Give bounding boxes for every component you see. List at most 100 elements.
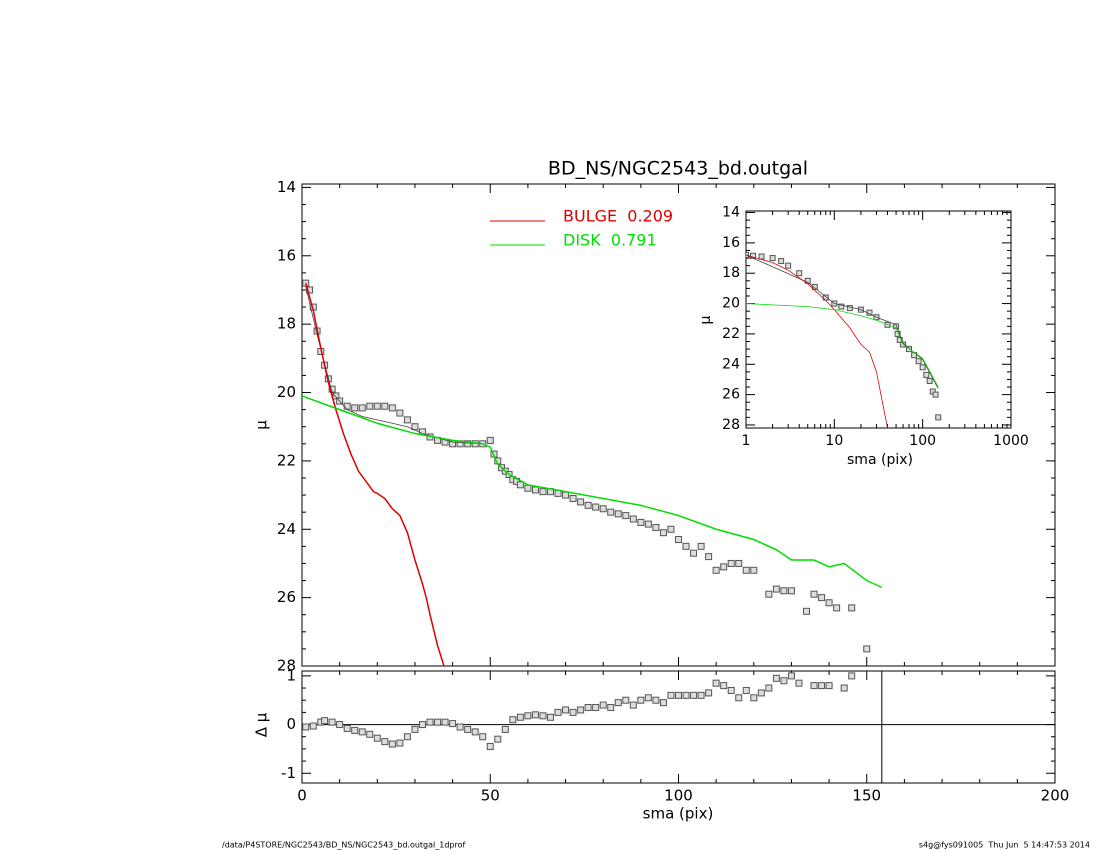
data-point bbox=[652, 524, 660, 532]
data-point bbox=[727, 559, 735, 567]
data-point bbox=[471, 728, 479, 736]
y-tick-label: 22 bbox=[722, 326, 740, 342]
data-point bbox=[426, 718, 434, 726]
data-point bbox=[712, 679, 720, 687]
data-point bbox=[727, 686, 735, 694]
data-point bbox=[562, 491, 570, 499]
data-point bbox=[810, 682, 818, 690]
data-point bbox=[343, 402, 351, 410]
data-point bbox=[629, 701, 637, 709]
data-point bbox=[328, 718, 336, 726]
data-point bbox=[932, 391, 939, 398]
data-point bbox=[607, 704, 615, 712]
data-point bbox=[848, 604, 856, 612]
data-point bbox=[336, 721, 344, 729]
data-point bbox=[524, 484, 532, 492]
data-point bbox=[554, 708, 562, 716]
data-point bbox=[682, 691, 690, 699]
y-tick-label: 20 bbox=[722, 296, 740, 312]
y-axis-label: μ bbox=[698, 315, 714, 324]
data-point bbox=[765, 590, 773, 598]
plot-frame bbox=[745, 210, 1012, 429]
data-point bbox=[366, 730, 374, 738]
footer-left: /data/P4STORE/NGC2543/BD_NS/NGC2543_bd.o… bbox=[222, 841, 466, 850]
data-point bbox=[735, 694, 743, 702]
data-point bbox=[926, 377, 933, 384]
data-point bbox=[690, 549, 698, 557]
data-point bbox=[614, 699, 622, 707]
data-point bbox=[840, 684, 848, 692]
y-tick-label: 24 bbox=[722, 356, 740, 372]
y-tick-label: 0 bbox=[286, 715, 296, 733]
data-point bbox=[637, 696, 645, 704]
data-point bbox=[516, 481, 524, 489]
data-point bbox=[863, 645, 871, 653]
data-point bbox=[479, 733, 487, 741]
plot-area bbox=[302, 279, 883, 666]
profile-line bbox=[746, 254, 939, 389]
data-point bbox=[705, 553, 713, 561]
data-point bbox=[516, 713, 524, 721]
x-axis-label: sma (pix) bbox=[847, 452, 913, 468]
profile-line bbox=[305, 282, 445, 666]
data-point bbox=[358, 404, 366, 412]
data-point bbox=[659, 699, 667, 707]
data-point bbox=[787, 672, 795, 680]
data-point bbox=[494, 735, 502, 743]
profile-line bbox=[746, 254, 888, 428]
data-point bbox=[396, 409, 404, 417]
data-point bbox=[343, 724, 351, 732]
data-point bbox=[705, 689, 713, 697]
data-point bbox=[456, 723, 464, 731]
data-point bbox=[659, 529, 667, 537]
data-point bbox=[381, 402, 389, 410]
data-point bbox=[418, 721, 426, 729]
data-point bbox=[757, 689, 765, 697]
data-point bbox=[675, 691, 682, 699]
y-tick-label: 16 bbox=[722, 235, 740, 251]
y-tick-label: 28 bbox=[722, 417, 740, 433]
data-point bbox=[811, 283, 818, 290]
data-point bbox=[735, 559, 743, 567]
data-point bbox=[810, 590, 818, 598]
y-tick-label: 28 bbox=[277, 657, 296, 675]
plot-area bbox=[302, 672, 856, 750]
data-point bbox=[675, 536, 682, 544]
data-point bbox=[388, 404, 396, 412]
x-tick-label: 0 bbox=[297, 787, 307, 805]
data-point bbox=[592, 704, 600, 712]
plot-area bbox=[746, 252, 942, 428]
data-point bbox=[569, 708, 577, 716]
data-point bbox=[742, 686, 750, 694]
x-tick-label: 200 bbox=[1041, 787, 1070, 805]
data-point bbox=[667, 525, 675, 533]
data-point bbox=[584, 501, 592, 509]
data-point bbox=[501, 725, 509, 733]
data-point bbox=[833, 604, 841, 612]
data-point bbox=[592, 503, 600, 511]
data-point bbox=[309, 722, 317, 730]
data-point bbox=[787, 587, 795, 595]
data-point bbox=[712, 566, 720, 574]
profile-line bbox=[305, 286, 483, 445]
data-point bbox=[825, 599, 833, 607]
data-point bbox=[818, 682, 826, 690]
data-point bbox=[825, 682, 833, 690]
data-point bbox=[637, 518, 645, 526]
data-point bbox=[769, 255, 776, 262]
y-tick-label: 24 bbox=[277, 520, 296, 538]
profile-line bbox=[302, 395, 883, 589]
data-point bbox=[667, 691, 675, 699]
y-axis-label: μ bbox=[253, 420, 271, 430]
data-point bbox=[403, 416, 411, 424]
data-point bbox=[464, 440, 472, 448]
x-tick-label: 150 bbox=[852, 787, 881, 805]
data-point bbox=[818, 594, 826, 602]
data-point bbox=[351, 726, 359, 734]
data-point bbox=[765, 684, 773, 692]
data-point bbox=[539, 712, 547, 720]
data-point bbox=[396, 739, 404, 747]
data-point bbox=[388, 740, 396, 748]
data-point bbox=[599, 701, 607, 709]
